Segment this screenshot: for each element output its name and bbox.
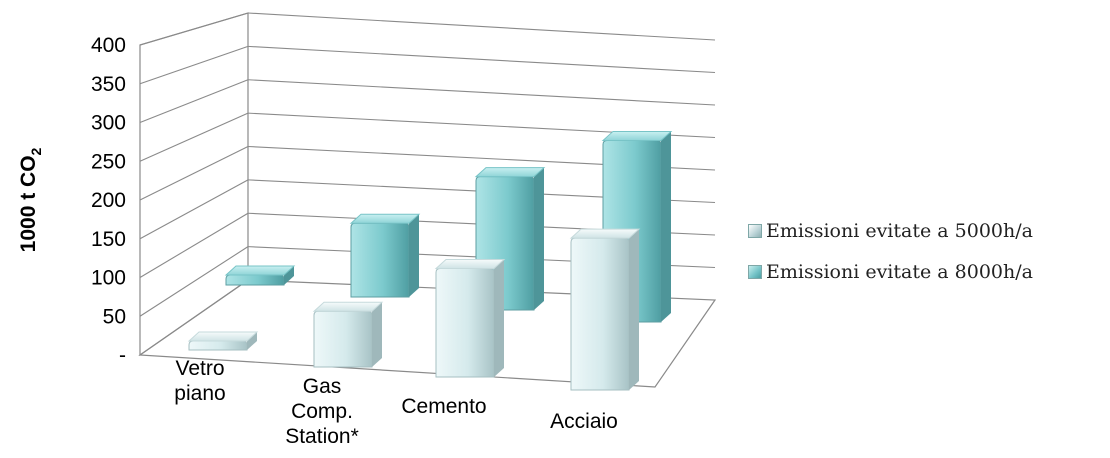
bar-side-face [661, 131, 671, 322]
bar-top-face [569, 228, 641, 239]
x-tick-label: Vetro piano [174, 357, 225, 405]
bar-front-face [350, 222, 410, 298]
bar-side-face [409, 214, 419, 297]
legend: Emissioni evitate a 5000h/a Emissioni ev… [748, 216, 1033, 298]
bar-top-face [474, 167, 546, 178]
y-tick-label: 50 [103, 305, 126, 328]
bar-top-face [434, 259, 506, 269]
bar-side-face [629, 229, 639, 390]
bar-side-face [494, 259, 504, 377]
gridline-back [247, 45, 716, 74]
x-tick-label: Gas Comp. Station* [285, 375, 359, 448]
gridline-side [139, 246, 249, 317]
y-tick-label: 400 [91, 34, 126, 57]
bar-front-face [188, 340, 248, 351]
bar-top-face [601, 130, 673, 141]
bar-front-face [313, 310, 373, 368]
x-tick-label: Cemento [401, 395, 486, 418]
x-tick-label-line: Vetro [175, 357, 224, 380]
legend-item-5000: Emissioni evitate a 5000h/a [748, 216, 1033, 246]
legend-swatch-5000 [748, 224, 762, 238]
gridline-back [247, 79, 716, 106]
bar-top-face [312, 301, 384, 312]
gridline-side [139, 146, 249, 201]
bar-top-face [187, 331, 259, 342]
gridline-side [139, 112, 249, 162]
bar-5000 [312, 301, 384, 368]
y-tick-label: 250 [91, 150, 126, 173]
y-tick-label: 350 [91, 73, 126, 96]
gridline-side [139, 79, 249, 124]
x-tick-label-line: Cemento [401, 395, 486, 418]
y-axis-ticks: - 50 100 150 200 250 300 350 400 [91, 34, 126, 367]
bar-5000 [434, 259, 506, 378]
x-tick-label-line: piano [174, 382, 225, 405]
bar-5000 [569, 228, 641, 391]
y-tick-label: 150 [91, 228, 126, 251]
bar-8000 [349, 213, 421, 298]
legend-swatch-8000 [748, 265, 762, 279]
x-tick-label-line: Acciaio [550, 410, 618, 433]
bar-5000 [187, 331, 259, 351]
x-tick-label-line: Comp. [291, 400, 353, 423]
gridline-side [139, 179, 249, 240]
gridline-side [139, 12, 249, 46]
bar-front-face [435, 268, 495, 378]
x-tick-label-line: Gas [303, 375, 342, 398]
bar-top-face [224, 265, 296, 276]
bar-side-face [534, 167, 544, 310]
x-tick-label-line: Station* [285, 425, 359, 448]
bar-side-face [284, 266, 294, 285]
gridline-back [247, 12, 716, 41]
x-tick-label: Acciaio [550, 410, 618, 433]
legend-label-8000: Emissioni evitate a 8000h/a [766, 261, 1033, 283]
bar-top-face [349, 213, 421, 224]
gridline-side [139, 45, 249, 85]
bar-8000 [224, 265, 296, 286]
bar-front-face [225, 274, 285, 286]
y-tick-label: 300 [91, 112, 126, 135]
bar-side-face [372, 302, 382, 367]
y-tick-label: - [119, 344, 126, 367]
y-axis-label: 1000 t CO2 [17, 147, 44, 252]
x-axis-ticks: Vetro piano Gas Comp. Station* Cemento Acciaio [174, 357, 618, 448]
y-tick-label: 100 [91, 267, 126, 290]
series-5000-bars [187, 228, 641, 391]
gridline-side [139, 212, 249, 278]
y-axis-label-subscript: 2 [28, 147, 44, 155]
y-tick-label: 200 [91, 189, 126, 212]
legend-item-8000: Emissioni evitate a 8000h/a [748, 257, 1033, 287]
bar-side-face [247, 332, 257, 350]
bar-front-face [570, 237, 630, 391]
legend-label-5000: Emissioni evitate a 5000h/a [766, 220, 1033, 242]
